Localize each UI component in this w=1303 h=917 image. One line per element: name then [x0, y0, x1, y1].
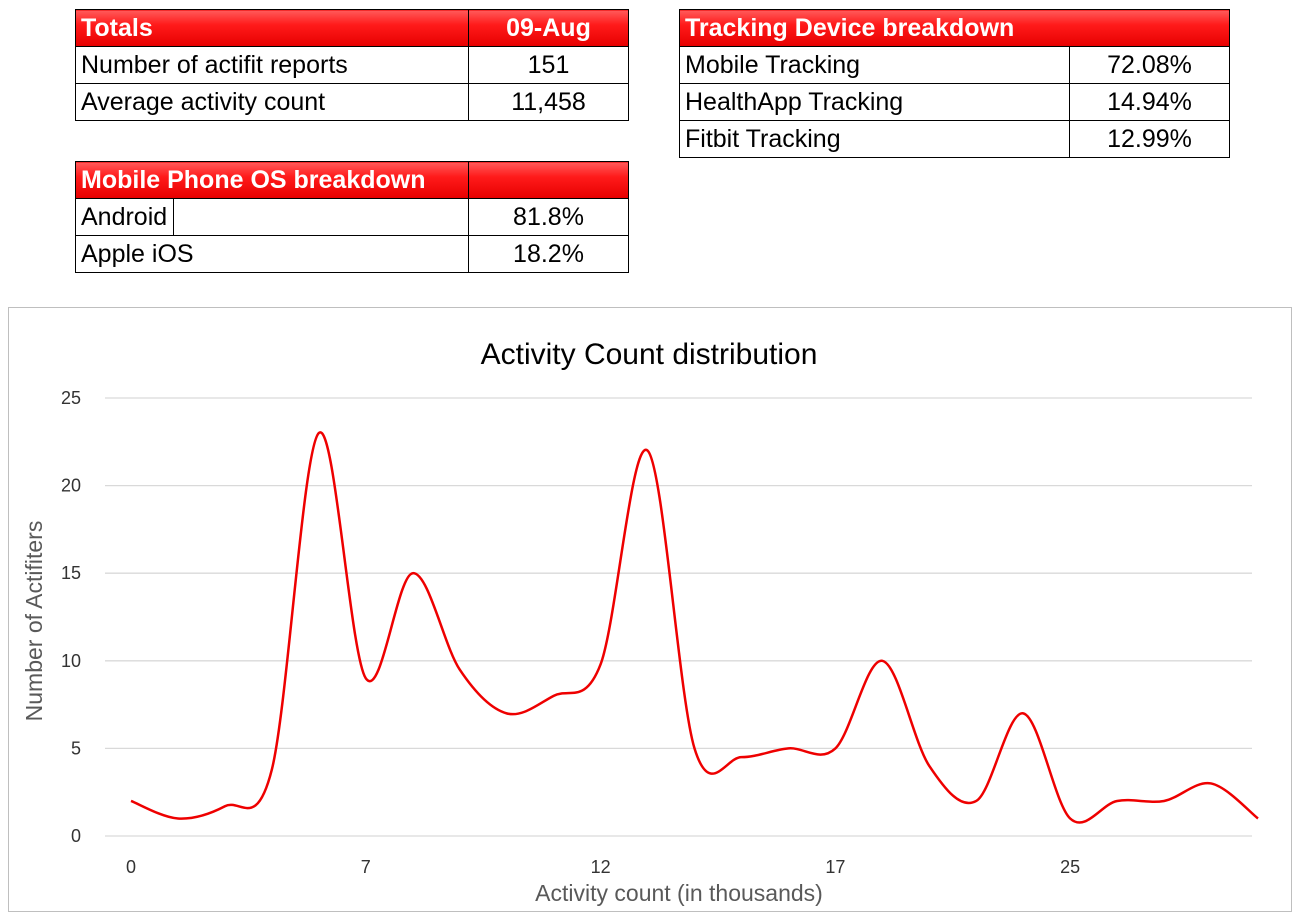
- series-line: [130, 431, 1259, 824]
- totals-date: 09-Aug: [468, 9, 629, 47]
- y-tick-label: 5: [71, 738, 81, 758]
- totals-table: Totals 09-Aug Number of actifit reports …: [75, 9, 629, 121]
- activity-chart-svg: Activity Count distribution 0 5 10 15 20 25 0…: [21, 338, 1259, 906]
- table-row: HealthApp Tracking 14.94%: [679, 83, 1231, 121]
- tracking-healthapp-label: HealthApp Tracking: [679, 83, 1070, 121]
- tracking-healthapp-value: 14.94%: [1068, 83, 1231, 121]
- tracking-mobile-value: 72.08%: [1068, 46, 1231, 84]
- y-tick-label: 25: [61, 388, 81, 408]
- y-tick-label: 15: [61, 563, 81, 583]
- os-ios-value: 18.2%: [468, 235, 629, 273]
- x-tick-label: 25: [1060, 857, 1080, 877]
- table-row: Number of actifit reports 151: [75, 46, 629, 84]
- x-axis-ticks: 0 7 12 17 25: [126, 857, 1080, 877]
- os-android-label: Android: [81, 199, 175, 235]
- x-tick-label: 7: [361, 857, 371, 877]
- y-tick-label: 10: [61, 651, 81, 671]
- os-ios-label: Apple iOS: [75, 235, 469, 273]
- totals-average-value: 11,458: [468, 83, 629, 121]
- os-breakdown-table: Mobile Phone OS breakdown Android 81.8% …: [75, 161, 629, 273]
- chart-gridlines: [105, 397, 1252, 837]
- x-tick-label: 12: [591, 857, 611, 877]
- os-header-empty: [468, 161, 629, 199]
- os-header-row: Mobile Phone OS breakdown: [75, 161, 629, 199]
- tracking-title: Tracking Device breakdown: [678, 9, 1231, 47]
- os-android-cell: Android: [75, 198, 469, 236]
- os-android-value: 81.8%: [468, 198, 629, 236]
- y-tick-label: 20: [61, 476, 81, 496]
- totals-reports-value: 151: [468, 46, 629, 84]
- y-axis-ticks: 0 5 10 15 20 25: [61, 388, 81, 846]
- x-tick-label: 0: [126, 857, 136, 877]
- tracking-mobile-label: Mobile Tracking: [679, 46, 1070, 84]
- table-row: Android 81.8%: [75, 198, 629, 236]
- table-row: Average activity count 11,458: [75, 83, 629, 121]
- chart-series: [130, 431, 1259, 824]
- tracking-header-row: Tracking Device breakdown: [678, 9, 1231, 47]
- table-row: Mobile Tracking 72.08%: [679, 46, 1231, 84]
- totals-header-row: Totals 09-Aug: [75, 9, 629, 47]
- y-tick-label: 0: [71, 826, 81, 846]
- tracking-fitbit-label: Fitbit Tracking: [679, 120, 1070, 158]
- tracking-fitbit-value: 12.99%: [1068, 120, 1231, 158]
- os-title: Mobile Phone OS breakdown: [75, 161, 469, 199]
- table-row: Apple iOS 18.2%: [75, 235, 629, 273]
- totals-reports-label: Number of actifit reports: [75, 46, 469, 84]
- tracking-device-table: Tracking Device breakdown Mobile Trackin…: [678, 9, 1231, 158]
- y-axis-label: Number of Actifiters: [21, 521, 47, 722]
- x-axis-label: Activity count (in thousands): [535, 880, 823, 906]
- totals-average-label: Average activity count: [75, 83, 469, 121]
- x-tick-label: 17: [825, 857, 845, 877]
- table-row: Fitbit Tracking 12.99%: [679, 120, 1231, 158]
- totals-title: Totals: [75, 9, 469, 47]
- activity-chart: Activity Count distribution 0 5 10 15 20 25 0…: [8, 307, 1292, 912]
- chart-title: Activity Count distribution: [481, 338, 818, 371]
